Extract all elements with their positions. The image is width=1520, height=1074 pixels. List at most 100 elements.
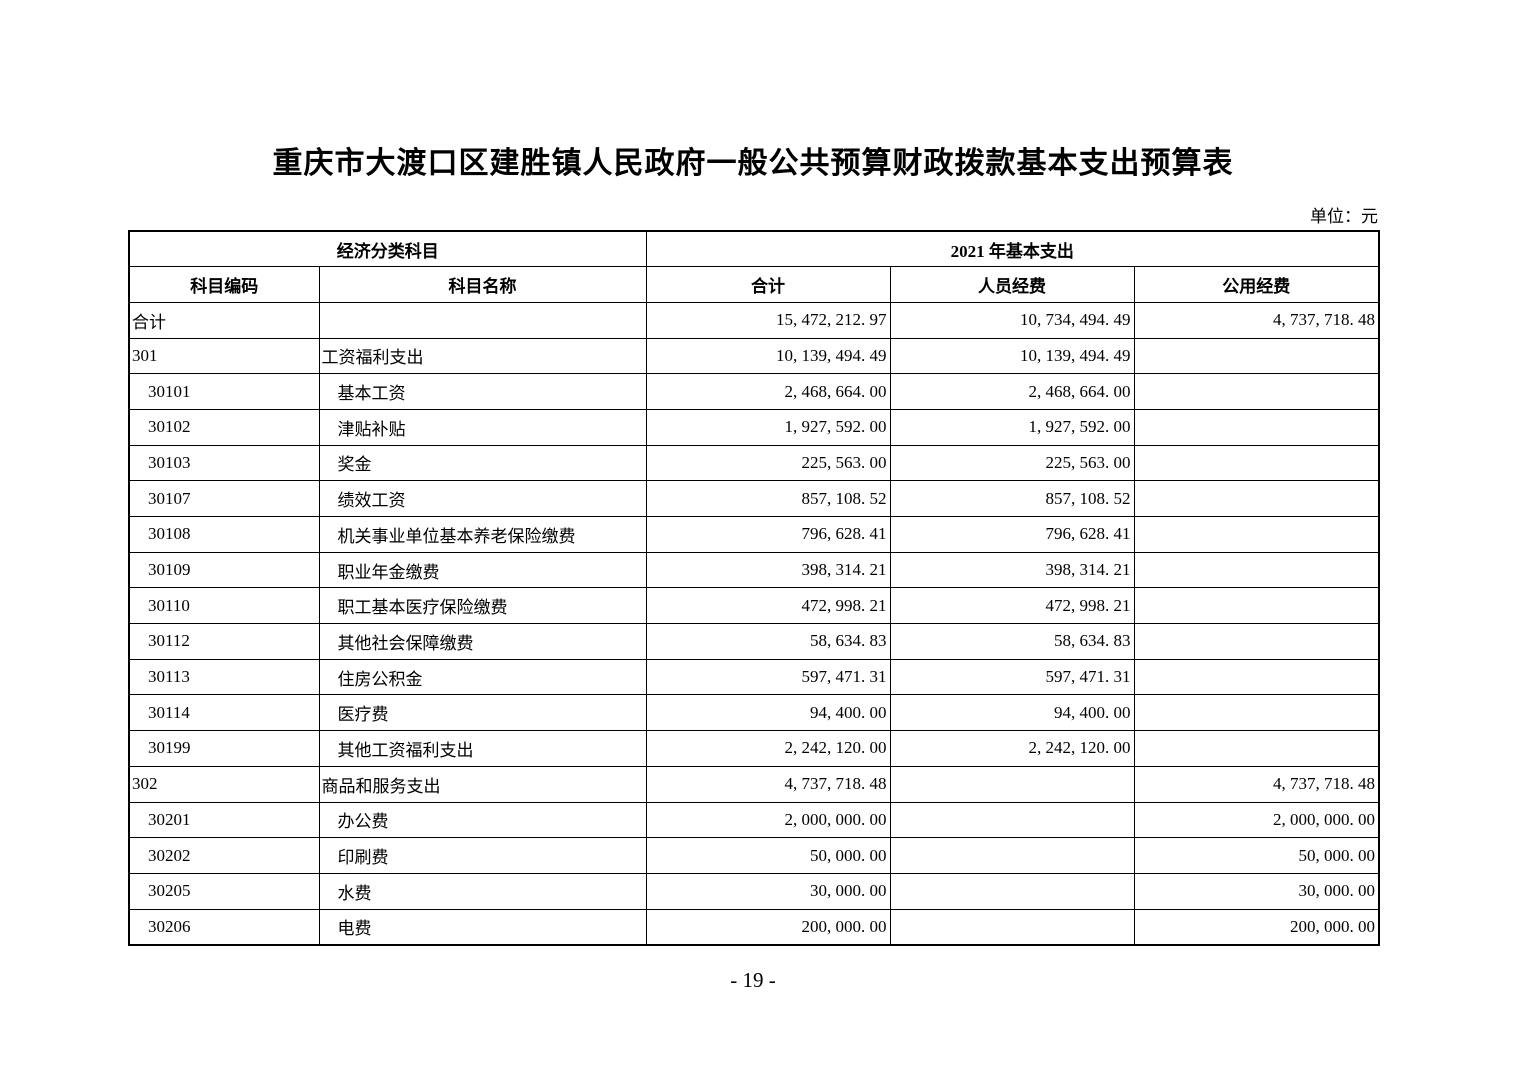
subject-code-cell: 30101 — [128, 373, 320, 410]
total-cell: 796, 628. 41 — [645, 516, 891, 553]
column-header-subject-name: 科目名称 — [318, 266, 647, 303]
page-title: 重庆市大渡口区建胜镇人民政府一般公共预算财政拨款基本支出预算表 — [272, 147, 1234, 180]
personnel-funds-cell: 225, 563. 00 — [889, 444, 1135, 482]
public-funds-cell — [1133, 337, 1380, 375]
subject-name-cell: 职业年金缴费 — [318, 551, 647, 589]
table-row: 30114 医疗费 94, 400. 00 94, 400. 00 — [128, 694, 1380, 732]
subject-name-cell: 职工基本医疗保险缴费 — [318, 587, 647, 625]
subject-name-cell: 医疗费 — [318, 694, 647, 732]
personnel-funds-cell: 10, 734, 494. 49 — [889, 301, 1135, 339]
public-funds-cell — [1133, 730, 1380, 767]
table-row: 301 工资福利支出 10, 139, 494. 49 10, 139, 494… — [128, 337, 1380, 375]
personnel-funds-cell: 796, 628. 41 — [889, 516, 1135, 553]
personnel-funds-cell: 94, 400. 00 — [889, 694, 1135, 732]
table-row: 30108 机关事业单位基本养老保险缴费 796, 628. 41 796, 6… — [128, 516, 1380, 553]
table-row: 30201 办公费 2, 000, 000. 00 2, 000, 000. 0… — [128, 801, 1380, 839]
column-header-public-funds: 公用经费 — [1133, 266, 1380, 303]
subject-code-cell: 30103 — [128, 444, 320, 482]
budget-table: 经济分类科目 2021 年基本支出 科目编码 科目名称 合计 人员经费 公用经费… — [128, 230, 1381, 946]
table-row: 30103 奖金 225, 563. 00 225, 563. 00 — [128, 444, 1380, 482]
subject-name-cell: 津贴补贴 — [318, 408, 647, 446]
total-cell: 4, 737, 718. 48 — [645, 765, 891, 803]
subject-name-cell: 工资福利支出 — [318, 337, 647, 375]
personnel-funds-cell — [889, 872, 1135, 910]
subject-code-cell: 30102 — [128, 408, 320, 446]
subject-code-cell: 30110 — [128, 587, 320, 625]
column-header-total: 合计 — [645, 266, 891, 303]
header-2021-basic-expenditure: 2021 年基本支出 — [645, 230, 1380, 268]
subject-name-cell: 机关事业单位基本养老保险缴费 — [318, 516, 647, 553]
subject-name-cell: 奖金 — [318, 444, 647, 482]
table-row: 30107 绩效工资 857, 108. 52 857, 108. 52 — [128, 480, 1380, 517]
subject-code-cell: 30199 — [128, 730, 320, 767]
public-funds-cell — [1133, 480, 1380, 517]
subject-code-cell: 30114 — [128, 694, 320, 732]
public-funds-cell — [1133, 516, 1380, 553]
subject-name-cell: 印刷费 — [318, 837, 647, 874]
table-row: 30205 水费 30, 000. 00 30, 000. 00 — [128, 872, 1380, 910]
table-row: 30109 职业年金缴费 398, 314. 21 398, 314. 21 — [128, 551, 1380, 589]
public-funds-cell — [1133, 623, 1380, 660]
total-cell: 58, 634. 83 — [645, 623, 891, 660]
personnel-funds-cell — [889, 765, 1135, 803]
subject-name-cell: 基本工资 — [318, 373, 647, 410]
subject-code-cell: 30201 — [128, 801, 320, 839]
table-row: 30206 电费 200, 000. 00 200, 000. 00 — [128, 908, 1380, 946]
subject-code-cell: 30109 — [128, 551, 320, 589]
total-cell: 225, 563. 00 — [645, 444, 891, 482]
subject-code-cell: 30113 — [128, 658, 320, 696]
total-cell: 2, 468, 664. 00 — [645, 373, 891, 410]
table-row: 30101 基本工资 2, 468, 664. 00 2, 468, 664. … — [128, 373, 1380, 410]
column-header-subject-code: 科目编码 — [128, 266, 320, 303]
public-funds-cell — [1133, 587, 1380, 625]
subject-name-cell: 电费 — [318, 908, 647, 946]
total-cell: 597, 471. 31 — [645, 658, 891, 696]
subject-name-cell: 其他工资福利支出 — [318, 730, 647, 767]
total-cell: 94, 400. 00 — [645, 694, 891, 732]
header-columns-row: 科目编码 科目名称 合计 人员经费 公用经费 — [128, 266, 1380, 303]
header-economic-classification: 经济分类科目 — [128, 230, 647, 268]
table-body: 合计 15, 472, 212. 97 10, 734, 494. 49 4, … — [128, 301, 1380, 946]
personnel-funds-cell — [889, 801, 1135, 839]
public-funds-cell: 30, 000. 00 — [1133, 872, 1380, 910]
personnel-funds-cell: 58, 634. 83 — [889, 623, 1135, 660]
total-cell: 50, 000. 00 — [645, 837, 891, 874]
table-row: 30113 住房公积金 597, 471. 31 597, 471. 31 — [128, 658, 1380, 696]
subject-code-cell: 合计 — [128, 301, 320, 339]
public-funds-cell — [1133, 408, 1380, 446]
public-funds-cell: 50, 000. 00 — [1133, 837, 1380, 874]
public-funds-cell — [1133, 373, 1380, 410]
public-funds-cell — [1133, 694, 1380, 732]
public-funds-cell: 2, 000, 000. 00 — [1133, 801, 1380, 839]
total-cell: 200, 000. 00 — [645, 908, 891, 946]
personnel-funds-cell — [889, 837, 1135, 874]
public-funds-cell: 4, 737, 718. 48 — [1133, 301, 1380, 339]
personnel-funds-cell: 597, 471. 31 — [889, 658, 1135, 696]
header-group-row: 经济分类科目 2021 年基本支出 — [128, 230, 1380, 268]
unit-label: 单位：元 — [1310, 207, 1378, 226]
column-header-personnel-funds: 人员经费 — [889, 266, 1135, 303]
total-cell: 2, 000, 000. 00 — [645, 801, 891, 839]
total-cell: 15, 472, 212. 97 — [645, 301, 891, 339]
public-funds-cell — [1133, 658, 1380, 696]
subject-code-cell: 30206 — [128, 908, 320, 946]
subject-name-cell: 住房公积金 — [318, 658, 647, 696]
personnel-funds-cell: 2, 468, 664. 00 — [889, 373, 1135, 410]
personnel-funds-cell: 398, 314. 21 — [889, 551, 1135, 589]
subject-code-cell: 302 — [128, 765, 320, 803]
personnel-funds-cell: 10, 139, 494. 49 — [889, 337, 1135, 375]
public-funds-cell — [1133, 444, 1380, 482]
subject-code-cell: 30205 — [128, 872, 320, 910]
subject-code-cell: 30202 — [128, 837, 320, 874]
total-cell: 472, 998. 21 — [645, 587, 891, 625]
table-row: 30112 其他社会保障缴费 58, 634. 83 58, 634. 83 — [128, 623, 1380, 660]
subject-code-cell: 30108 — [128, 516, 320, 553]
total-cell: 2, 242, 120. 00 — [645, 730, 891, 767]
personnel-funds-cell: 2, 242, 120. 00 — [889, 730, 1135, 767]
table-header: 经济分类科目 2021 年基本支出 科目编码 科目名称 合计 人员经费 公用经费 — [128, 230, 1380, 303]
table-row: 30202 印刷费 50, 000. 00 50, 000. 00 — [128, 837, 1380, 874]
total-cell: 1, 927, 592. 00 — [645, 408, 891, 446]
table-row: 合计 15, 472, 212. 97 10, 734, 494. 49 4, … — [128, 301, 1380, 339]
table-row: 30102 津贴补贴 1, 927, 592. 00 1, 927, 592. … — [128, 408, 1380, 446]
